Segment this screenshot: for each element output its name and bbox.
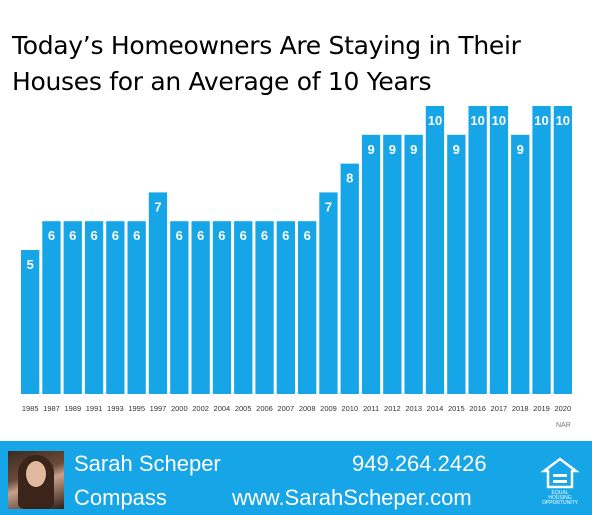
x-tick-2007: 2007	[277, 404, 294, 413]
data-label-2005: 6	[240, 228, 247, 243]
bar-2013	[404, 134, 423, 395]
data-label-2004: 6	[218, 228, 225, 243]
chart-title-line1: Today’s Homeowners Are Staying in Their	[12, 31, 521, 60]
data-label-2020: 10	[556, 113, 570, 128]
x-tick-2011: 2011	[363, 404, 379, 413]
x-tick-2009: 2009	[320, 404, 337, 413]
x-tick-2014: 2014	[427, 404, 444, 413]
bar-2011	[361, 134, 381, 395]
x-tick-2012: 2012	[384, 404, 401, 413]
data-label-1995: 6	[133, 228, 140, 243]
agent-footer: Sarah Scheper Compass 949.264.2426 www.S…	[0, 441, 592, 515]
x-tick-1985: 1985	[22, 404, 39, 413]
agent-company: Compass	[74, 485, 167, 510]
data-label-1987: 6	[48, 228, 55, 243]
bar-1995	[127, 221, 146, 394]
x-tick-2008: 2008	[299, 404, 316, 413]
data-label-2015: 9	[453, 142, 460, 157]
bar-2014	[425, 106, 445, 394]
bar-1997	[148, 192, 168, 394]
bar-1991	[84, 221, 104, 394]
data-label-2009: 7	[325, 199, 332, 214]
x-tick-1993: 1993	[107, 404, 124, 413]
agent-name: Sarah Scheper	[74, 451, 221, 476]
data-label-1991: 6	[90, 228, 97, 243]
data-label-2017: 10	[492, 113, 506, 128]
data-label-2007: 6	[282, 228, 289, 243]
bar-2005	[234, 221, 253, 394]
data-label-1989: 6	[69, 228, 76, 243]
x-tick-2016: 2016	[469, 404, 486, 413]
x-tick-1989: 1989	[64, 404, 81, 413]
data-label-2008: 6	[304, 228, 311, 243]
data-label-2010: 8	[346, 171, 353, 186]
data-label-2012: 9	[389, 142, 396, 157]
data-label-1993: 6	[112, 228, 119, 243]
bar-2020	[553, 106, 572, 394]
x-tick-2005: 2005	[235, 404, 252, 413]
chart-title-line2: Houses for an Average of 10 Years	[12, 67, 432, 96]
agent-photo	[8, 451, 64, 509]
x-tick-2017: 2017	[491, 404, 508, 413]
bar-2015	[447, 134, 466, 395]
bar-2004	[212, 221, 232, 394]
equal-housing-icon: EQUAL HOUSING OPPORTUNITY	[540, 457, 580, 506]
bar-1989	[63, 221, 82, 394]
x-tick-2006: 2006	[256, 404, 273, 413]
agent-photo-face	[26, 461, 46, 487]
data-label-2018: 9	[517, 142, 524, 157]
data-label-2011: 9	[367, 142, 374, 157]
bar-2016	[468, 106, 487, 394]
x-tick-2013: 2013	[405, 404, 422, 413]
bar-2009	[319, 192, 338, 394]
bar-1985	[21, 250, 40, 394]
x-tick-2020: 2020	[554, 404, 571, 413]
equal-housing-label: EQUAL HOUSING OPPORTUNITY	[541, 490, 579, 506]
x-tick-1997: 1997	[150, 404, 167, 413]
x-tick-2002: 2002	[192, 404, 209, 413]
data-label-2019: 10	[534, 113, 548, 128]
data-label-2000: 6	[176, 228, 183, 243]
x-tick-1995: 1995	[128, 404, 145, 413]
bar-chart: 5 1985 6 1987 6 1989 6 1991 6 1993 6 1995 7 1997 6 2000…	[21, 106, 572, 413]
bar-1987	[42, 221, 61, 394]
source-label: NAR	[556, 422, 571, 429]
bar-2006	[255, 221, 274, 394]
data-label-1997: 7	[154, 199, 161, 214]
x-tick-2018: 2018	[512, 404, 529, 413]
x-tick-2010: 2010	[341, 404, 358, 413]
x-tick-2015: 2015	[448, 404, 465, 413]
bar-2002	[191, 221, 210, 394]
data-label-2002: 6	[197, 228, 204, 243]
data-label-2016: 10	[470, 113, 484, 128]
agent-website[interactable]: www.SarahScheper.com	[232, 485, 472, 510]
x-tick-1991: 1991	[86, 404, 103, 413]
x-tick-2019: 2019	[533, 404, 550, 413]
agent-phone[interactable]: 949.264.2426	[352, 451, 487, 476]
data-label-1985: 5	[27, 257, 34, 272]
bar-2000	[170, 221, 189, 394]
data-label-2006: 6	[261, 228, 268, 243]
data-label-2014: 10	[428, 113, 442, 128]
x-tick-2004: 2004	[214, 404, 231, 413]
bar-2018	[511, 134, 530, 395]
bar-2010	[340, 163, 359, 394]
bar-2019	[532, 106, 551, 394]
bar-2007	[276, 221, 295, 394]
bar-2012	[383, 134, 402, 395]
bar-2017	[489, 106, 509, 394]
x-tick-1987: 1987	[43, 404, 60, 413]
data-label-2013: 9	[410, 142, 417, 157]
bar-1993	[106, 221, 125, 394]
chart-title: Today’s Homeowners Are Staying in Their …	[12, 28, 582, 100]
bar-2008	[298, 221, 317, 394]
x-tick-2000: 2000	[171, 404, 188, 413]
